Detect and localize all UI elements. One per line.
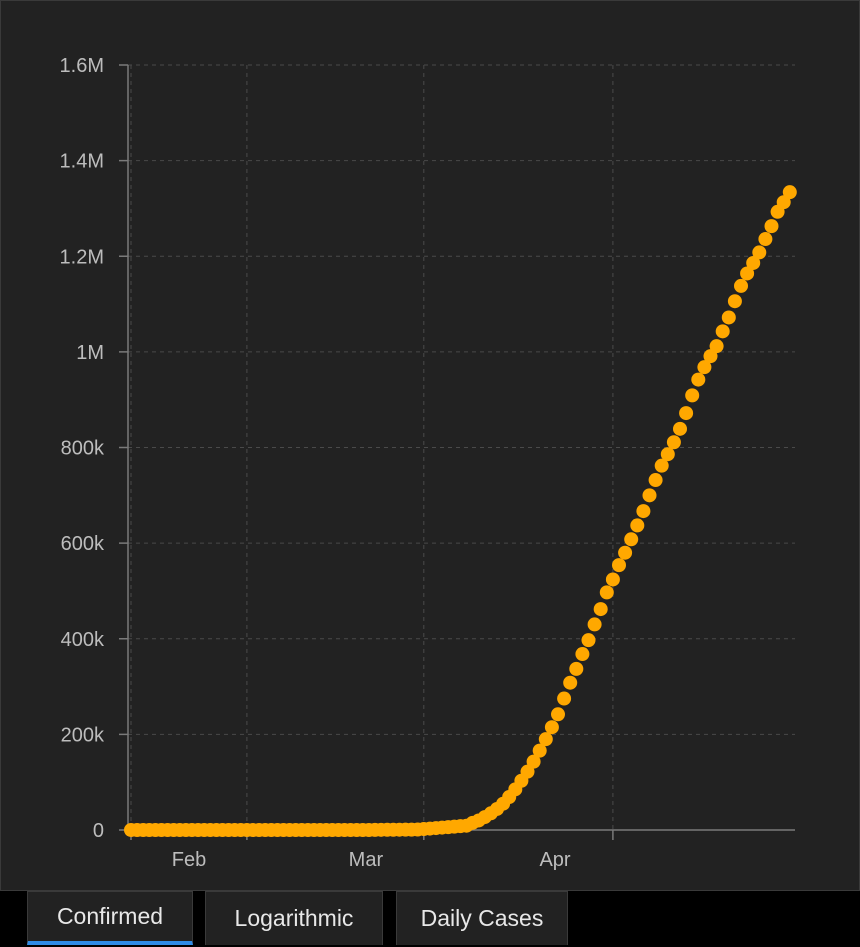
data-point (660, 447, 675, 462)
data-point (685, 388, 700, 403)
data-point (624, 532, 639, 547)
tab-label: Confirmed (56, 903, 164, 929)
tab-daily-cases[interactable]: Daily Cases (396, 891, 568, 945)
data-point (782, 185, 797, 200)
y-tick-label: 600k (61, 533, 105, 555)
y-tick-label: 800k (61, 438, 105, 460)
data-point (520, 764, 535, 779)
data-point (569, 661, 584, 676)
data-point (630, 518, 645, 533)
data-point (575, 647, 590, 662)
data-point (697, 360, 712, 375)
data-point (746, 255, 761, 270)
y-tick-label: 1M (76, 342, 104, 364)
data-point (544, 720, 559, 735)
y-tick-label: 200k (61, 724, 105, 746)
y-tick-label: 0 (93, 820, 104, 842)
data-point (563, 675, 578, 690)
data-point (599, 585, 614, 600)
y-tick-label: 1.4M (60, 151, 104, 173)
data-point (727, 294, 742, 309)
data-point (679, 406, 694, 421)
x-tick-label: Apr (539, 849, 570, 871)
data-point (593, 602, 608, 617)
data-point (709, 339, 724, 354)
data-point (612, 558, 626, 573)
data-point (721, 310, 736, 325)
data-point (557, 691, 572, 706)
data-point (618, 545, 633, 560)
data-point (587, 617, 602, 632)
data-point (691, 372, 706, 387)
tab-bar: Confirmed Logarithmic Daily Cases (0, 891, 860, 947)
data-point (715, 324, 730, 339)
data-point (654, 458, 669, 473)
data-point (703, 349, 718, 364)
data-point (605, 572, 620, 587)
data-point (538, 732, 553, 747)
tab-confirmed[interactable]: Confirmed (27, 891, 193, 945)
y-tick-label: 1.6M (60, 55, 104, 77)
data-point (642, 488, 657, 503)
data-point (551, 707, 565, 722)
data-point (673, 421, 687, 436)
data-point (648, 473, 663, 488)
y-tick-label: 400k (61, 629, 105, 651)
data-point (740, 266, 755, 281)
data-point (666, 435, 681, 450)
data-point (758, 232, 773, 247)
data-point (752, 245, 767, 260)
data-point (636, 504, 651, 519)
data-point (776, 195, 791, 210)
chart-svg: 0 200k 400k 600k 800k 1M 1.2M 1.4M 1.6M Feb Mar Apr (60, 55, 797, 871)
data-point (764, 219, 779, 234)
data-point (526, 754, 541, 769)
x-tick-label: Mar (349, 849, 384, 871)
tab-logarithmic[interactable]: Logarithmic (205, 891, 383, 945)
tab-label: Logarithmic (234, 905, 354, 931)
tab-label: Daily Cases (420, 905, 544, 931)
data-point (734, 278, 748, 293)
data-point (581, 633, 596, 648)
x-tick-label: Feb (172, 849, 206, 871)
y-tick-label: 1.2M (60, 246, 104, 268)
data-point (532, 743, 547, 758)
chart-panel: 0 200k 400k 600k 800k 1M 1.2M 1.4M 1.6M Feb Mar Apr (0, 0, 860, 891)
